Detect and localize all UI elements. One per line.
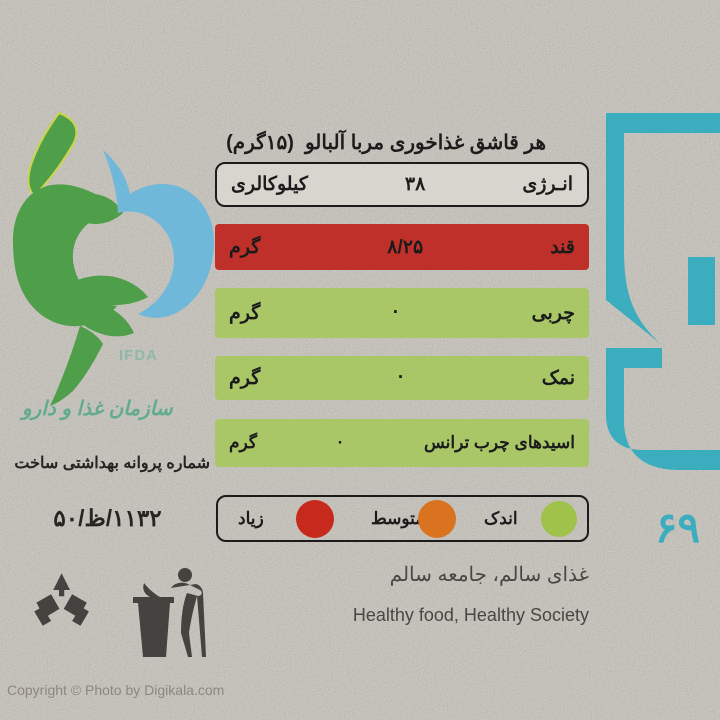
svg-text:سازمان غذا و دارو: سازمان غذا و دارو bbox=[19, 398, 174, 421]
svg-text:IFDA: IFDA bbox=[119, 347, 158, 364]
